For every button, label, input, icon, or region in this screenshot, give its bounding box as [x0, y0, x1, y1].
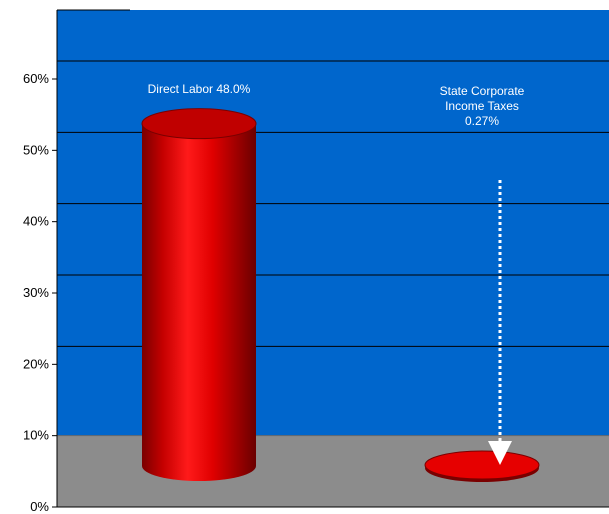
y-tick-label: 60%: [23, 71, 49, 86]
bar-0: [141, 108, 257, 481]
data-label-1: Income Taxes: [445, 99, 519, 113]
bar-1: [424, 450, 540, 482]
bar-top: [141, 108, 257, 140]
data-label-0: Direct Labor 48.0%: [148, 82, 251, 96]
data-label-1: State Corporate: [440, 84, 525, 98]
y-tick-label: 50%: [23, 142, 49, 157]
y-tick-label: 20%: [23, 356, 49, 371]
bar-body: [142, 123, 256, 481]
data-label-1: 0.27%: [465, 114, 499, 128]
y-tick-label: 10%: [23, 428, 49, 443]
y-tick-label: 0%: [30, 499, 49, 514]
bar-top: [424, 450, 540, 480]
plot-back-wall: [57, 10, 609, 436]
y-tick-label: 40%: [23, 214, 49, 229]
y-tick-label: 30%: [23, 285, 49, 300]
